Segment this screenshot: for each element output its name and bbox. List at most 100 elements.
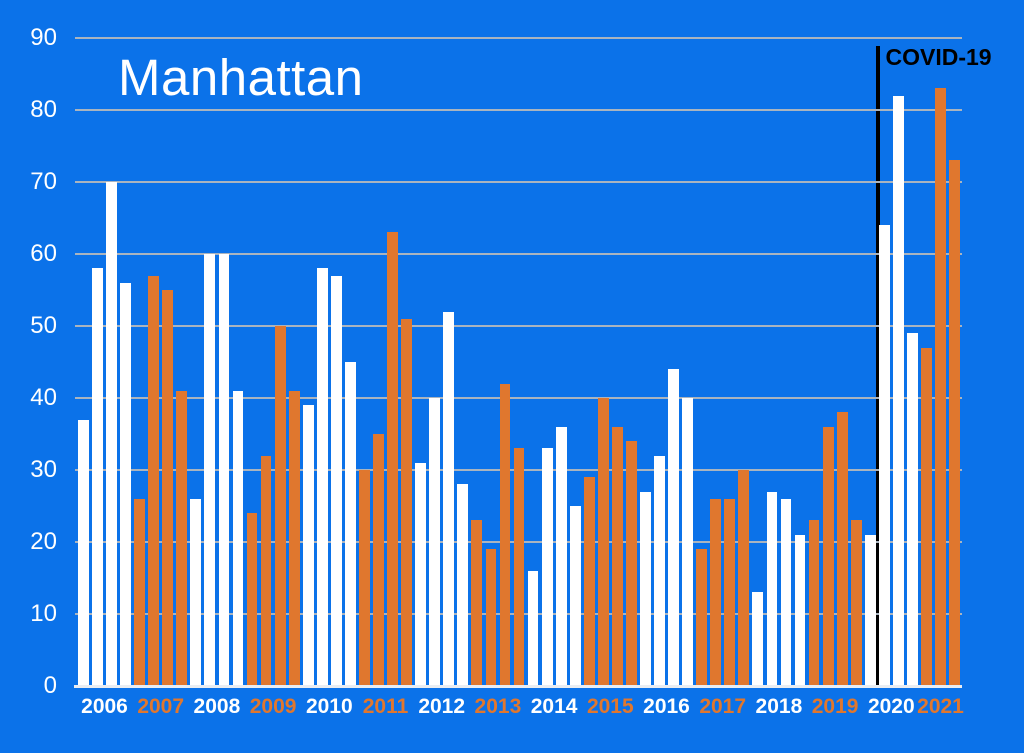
x-axis-year-label-2009: 2009 (249, 695, 297, 718)
bar-2018-q1 (752, 592, 764, 686)
x-axis-line (74, 685, 962, 688)
bar-2014-q4 (569, 506, 581, 686)
gridline-40 (75, 397, 962, 399)
x-axis-year-label-2021: 2021 (917, 695, 964, 718)
x-axis-year-label-2018: 2018 (755, 695, 803, 718)
bar-2020-q1 (864, 534, 876, 686)
covid-marker-line (875, 46, 880, 686)
bar-2015-q1 (583, 477, 595, 686)
gridline-80 (75, 109, 962, 111)
bar-2010-q4 (344, 362, 356, 686)
x-axis-year-label-2017: 2017 (699, 695, 747, 718)
bar-2019-q2 (822, 426, 834, 686)
bar-2012-q4 (457, 484, 469, 686)
bar-2009-q3 (274, 326, 286, 686)
covid-annotation-label: COVID-19 (885, 44, 992, 70)
bar-2013-q1 (471, 520, 483, 686)
bar-2006-q4 (120, 282, 132, 686)
y-axis-tick-label-70: 70 (30, 168, 57, 195)
bar-2010-q2 (316, 268, 328, 686)
bar-2017-q3 (724, 498, 736, 686)
gridline-60 (75, 253, 962, 255)
x-axis-year-label-2016: 2016 (643, 695, 690, 718)
bar-2012-q1 (415, 462, 427, 686)
bar-2020-q3 (892, 95, 904, 686)
gridline-90 (75, 37, 962, 39)
bar-2016-q2 (654, 455, 665, 686)
bar-2015-q2 (597, 398, 609, 686)
bar-2015-q4 (626, 441, 637, 686)
bar-2016-q1 (640, 491, 651, 686)
x-axis-year-label-2015: 2015 (586, 695, 634, 718)
bar-2014-q2 (541, 448, 553, 686)
y-axis-tick-label-60: 60 (30, 240, 57, 267)
bar-2021-q1 (921, 347, 932, 686)
bar-2009-q2 (260, 455, 272, 686)
y-axis-tick-label-40: 40 (30, 384, 57, 411)
y-axis-tick-label-80: 80 (30, 96, 57, 123)
bar-2006-q2 (92, 268, 103, 686)
bar-2018-q3 (780, 498, 792, 686)
bar-2008-q2 (204, 254, 216, 686)
bar-2009-q4 (288, 390, 300, 686)
y-axis-tick-label-0: 0 (43, 672, 57, 699)
bar-2011-q1 (359, 470, 370, 686)
bar-2014-q3 (555, 426, 567, 686)
y-axis-tick-label-90: 90 (30, 24, 57, 51)
bar-2013-q3 (499, 383, 511, 686)
bar-2010-q1 (302, 405, 314, 686)
bar-2013-q4 (513, 448, 525, 686)
bar-2019-q3 (836, 412, 848, 686)
gridline-50 (75, 325, 962, 327)
bar-2009-q1 (246, 513, 258, 686)
bar-2008-q3 (218, 254, 230, 686)
bar-2007-q4 (176, 390, 188, 686)
x-axis-year-label-2012: 2012 (418, 695, 466, 718)
bar-2008-q4 (232, 390, 244, 686)
bar-2014-q1 (527, 570, 539, 686)
bar-2018-q2 (766, 491, 778, 686)
bar-2010-q3 (330, 275, 342, 686)
bar-2017-q2 (710, 498, 722, 686)
bar-2007-q1 (134, 498, 146, 686)
y-axis-tick-label-30: 30 (30, 456, 57, 483)
bar-2012-q2 (429, 398, 441, 686)
x-axis-year-label-2008: 2008 (193, 695, 241, 718)
bar-2021-q3 (949, 160, 960, 686)
y-axis-tick-label-20: 20 (30, 528, 57, 555)
bar-2011-q4 (401, 318, 413, 686)
y-axis-tick-label-50: 50 (30, 312, 57, 339)
x-axis-year-label-2020: 2020 (867, 695, 915, 718)
x-axis-year-label-2013: 2013 (474, 695, 522, 718)
bar-2011-q3 (387, 232, 398, 686)
bar-2007-q2 (148, 275, 160, 686)
x-axis-year-label-2011: 2011 (362, 695, 409, 718)
bar-2020-q2 (878, 225, 890, 686)
bar-2017-q1 (696, 549, 708, 686)
x-axis-year-label-2006: 2006 (81, 695, 128, 718)
x-axis-year-label-2019: 2019 (811, 695, 859, 718)
bar-2019-q1 (808, 520, 820, 686)
x-axis-year-label-2014: 2014 (530, 695, 578, 718)
bar-2021-q2 (935, 88, 946, 686)
bar-2008-q1 (190, 498, 202, 686)
y-axis-tick-label-10: 10 (30, 600, 57, 627)
gridline-70 (75, 181, 962, 183)
bar-2006-q1 (78, 419, 89, 686)
bar-2015-q3 (611, 426, 623, 686)
bar-2020-q4 (907, 333, 918, 686)
bar-2017-q4 (738, 470, 750, 686)
bar-2007-q3 (162, 290, 174, 686)
bar-2018-q4 (794, 534, 806, 686)
bar-2006-q3 (106, 182, 117, 686)
bar-2011-q2 (373, 434, 384, 686)
bar-2016-q4 (682, 398, 693, 686)
chart-title: Manhattan (118, 49, 364, 106)
bar-2016-q3 (668, 369, 679, 686)
bar-2012-q3 (443, 311, 455, 686)
x-axis-year-label-2007: 2007 (137, 695, 185, 718)
x-axis-year-label-2010: 2010 (305, 695, 353, 718)
bar-2013-q2 (485, 549, 497, 686)
bar-2019-q4 (850, 520, 862, 686)
